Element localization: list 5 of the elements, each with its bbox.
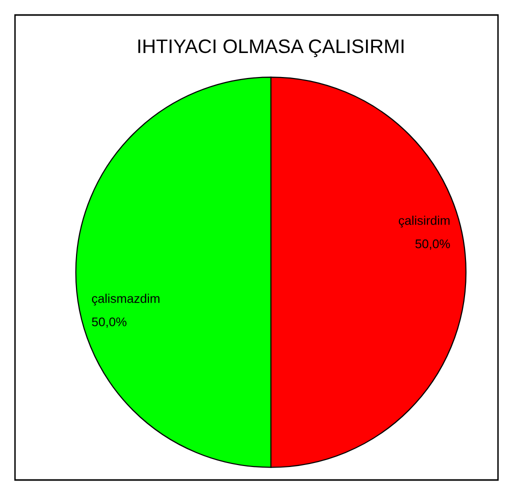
data-label: 50,0% — [415, 239, 450, 250]
slice-label: çalisirdim — [398, 216, 450, 228]
data-label: 50,0% — [92, 317, 126, 328]
slice-label: çalismazdim — [92, 294, 160, 306]
chart-title: IHTIYACI OLMASA ÇALISIRMI — [138, 39, 404, 58]
